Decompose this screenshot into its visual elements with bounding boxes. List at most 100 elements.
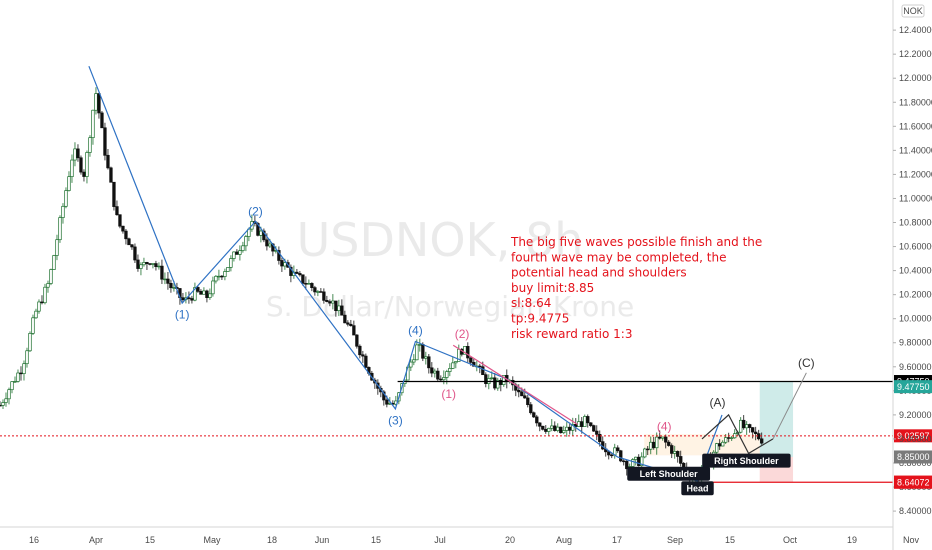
candle-body [298, 273, 302, 276]
candle-body [439, 378, 443, 381]
pattern-badge-text: Left Shoulder [640, 469, 698, 479]
price-axis[interactable]: 12.40000 12.20000 12.00000 11.80000 11.60000… [892, 0, 932, 550]
price-axis-labels: 9.47750 8.85000 8.64072 [894, 380, 932, 489]
candle-body [436, 370, 440, 380]
candle-body [409, 361, 413, 368]
candle-body [127, 238, 131, 246]
wave-label: (1) [441, 387, 456, 401]
price-axis-tag-text: 8.85000 [897, 452, 930, 462]
analysis-note-line: fourth wave may be completed, the [511, 250, 726, 264]
x-tick-label: Oct [783, 535, 798, 545]
analysis-note-line: risk reward ratio 1:3 [511, 327, 632, 341]
candle-body [91, 109, 95, 139]
candle-body [196, 287, 200, 292]
wave-lines[interactable] [88, 65, 807, 482]
candle-body [211, 280, 215, 295]
candle-body [526, 397, 530, 405]
candle-body [550, 425, 554, 429]
candle-body [52, 255, 56, 270]
candle-body [499, 379, 503, 385]
y-tick-label: 9.80000 [899, 338, 932, 348]
candle-body [280, 260, 284, 267]
candle-body [115, 206, 119, 216]
candle-body [562, 430, 566, 434]
candle-body [559, 426, 563, 434]
analysis-note-line: buy limit:8.85 [511, 281, 594, 295]
candle-body [103, 127, 107, 156]
y-tick-label: 12.40000 [899, 25, 932, 35]
price-level-tag [894, 429, 932, 443]
candle-body [748, 424, 752, 428]
candle-body [265, 239, 269, 247]
candle-body [202, 290, 206, 295]
candle-body [667, 441, 671, 446]
candle-body [16, 372, 20, 382]
candle-body [322, 291, 326, 301]
wave-label: (4) [408, 323, 423, 337]
candle-body [301, 274, 305, 284]
candle-body [337, 305, 341, 312]
candle-body [121, 225, 125, 232]
candle-body [496, 379, 500, 389]
pattern-badge [681, 481, 714, 496]
candle-body [64, 190, 68, 207]
candle-body [232, 251, 236, 259]
take-profit-zone [759, 381, 794, 457]
candle-body [352, 325, 356, 336]
time-axis[interactable]: 16 Apr 15 May 18 Jun 15 Jul 20 Aug 17 Sep 15 Oct 19 Nov [0, 526, 919, 545]
analysis-note[interactable]: The big five waves possible finish and t… [510, 235, 762, 341]
candle-body [745, 424, 749, 429]
candle-body [19, 372, 23, 375]
candle-body [226, 267, 230, 272]
candle-body [742, 419, 746, 429]
candle-body [595, 430, 599, 435]
candle-body [82, 171, 86, 177]
y-tick-label: 10.60000 [899, 242, 932, 252]
candle-body [571, 424, 575, 431]
candle-body [760, 438, 764, 444]
candle-body [67, 176, 71, 191]
candle-body [295, 271, 299, 274]
candle-body [412, 359, 416, 363]
candle-body [277, 250, 281, 261]
candle-body [25, 350, 29, 365]
candle-body [727, 437, 731, 439]
candle-body [46, 283, 50, 288]
candle-body [481, 366, 485, 376]
candle-body [241, 245, 245, 251]
candle-body [343, 314, 347, 324]
price-axis-tag-text: 8.64072 [897, 477, 930, 487]
x-tick-label: Jul [434, 535, 446, 545]
candle-body [445, 371, 449, 378]
candle-body [661, 436, 665, 439]
candle-body [34, 310, 38, 319]
candle-body [586, 416, 590, 424]
price-axis-tag [894, 475, 932, 489]
candle-series[interactable] [0, 87, 764, 486]
currency-badge-text: NOK [903, 6, 923, 16]
candle-body [463, 346, 467, 355]
y-tick-label: 12.00000 [899, 73, 932, 83]
candle-body [13, 381, 17, 383]
candle-body [556, 426, 560, 431]
candle-body [592, 425, 596, 432]
candle-body [619, 450, 623, 462]
candle-body [163, 278, 167, 281]
wave-label: (2) [455, 327, 470, 341]
candle-body [1, 402, 5, 406]
candle-body [424, 356, 428, 359]
wave-label: (4) [657, 420, 672, 434]
candle-body [532, 412, 536, 418]
candle-body [100, 112, 104, 129]
candle-body [49, 269, 53, 284]
analysis-note-line: tp:9.4775 [511, 312, 569, 326]
wave-label: (2) [248, 204, 263, 218]
candle-body [268, 243, 272, 247]
candle-body [502, 375, 506, 385]
candle-body [589, 422, 593, 426]
candle-body [598, 434, 602, 443]
pattern-labels[interactable]: Left Shoulder Head Right Shoulder [627, 453, 791, 496]
candle-body [313, 287, 317, 293]
